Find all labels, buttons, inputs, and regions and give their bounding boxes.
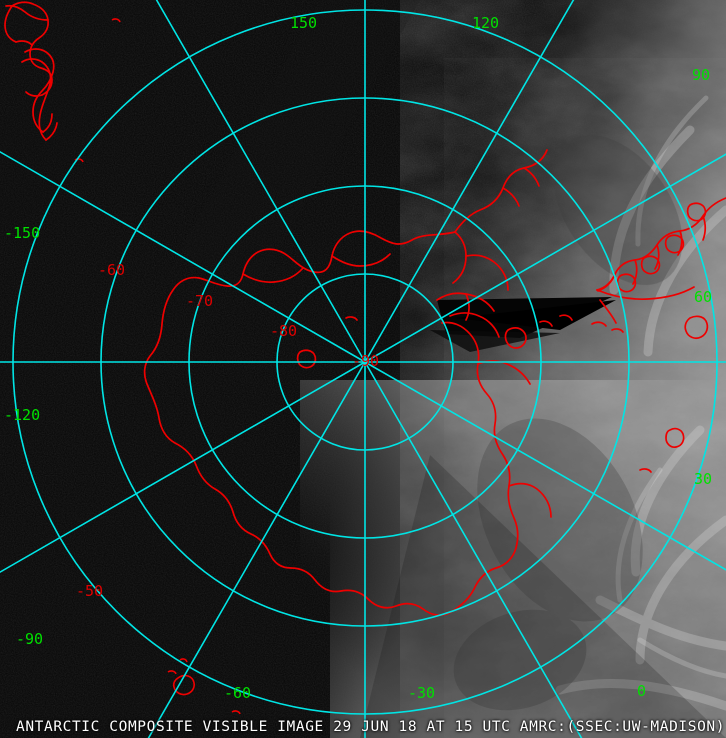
longitude-label-0: 0: [637, 682, 647, 700]
longitude-label--90: -90: [16, 630, 44, 648]
lon-spoke-30: [364, 361, 726, 571]
southern-ocean-islands: [74, 18, 241, 715]
longitude-label--120: -120: [4, 406, 41, 424]
longitude-label-120: 120: [472, 14, 500, 32]
latitude-label--50: -50: [76, 582, 104, 600]
lon-spoke--150: [0, 150, 366, 363]
latitude-label--60: -60: [98, 261, 126, 279]
longitude-label--30: -30: [408, 684, 436, 702]
data-gap-wedge: [430, 297, 616, 352]
longitude-label-60: 60: [694, 288, 713, 306]
longitude-label-30: 30: [694, 470, 713, 488]
lon-spoke--60: [147, 361, 366, 738]
antarctica-coastline: [143, 149, 573, 616]
latitude-label--90-pole: -90: [352, 352, 380, 370]
lon-spoke-180: [155, 0, 366, 363]
latitude-label--80: -80: [270, 322, 298, 340]
lon-spoke--30: [364, 361, 583, 738]
lon-spoke-60: [364, 153, 726, 363]
longitude-label-90: 90: [692, 66, 711, 84]
new-zealand-coastline: [4, 1, 58, 141]
lon-spoke-120: [364, 0, 575, 363]
latitude-label--70: -70: [186, 292, 214, 310]
longitude-label--150: -150: [4, 224, 41, 242]
illuminated-limb: [300, 0, 726, 738]
lon-spoke--90: [0, 361, 366, 574]
longitude-label--60: -60: [224, 684, 252, 702]
longitude-label-150: 150: [290, 14, 318, 32]
